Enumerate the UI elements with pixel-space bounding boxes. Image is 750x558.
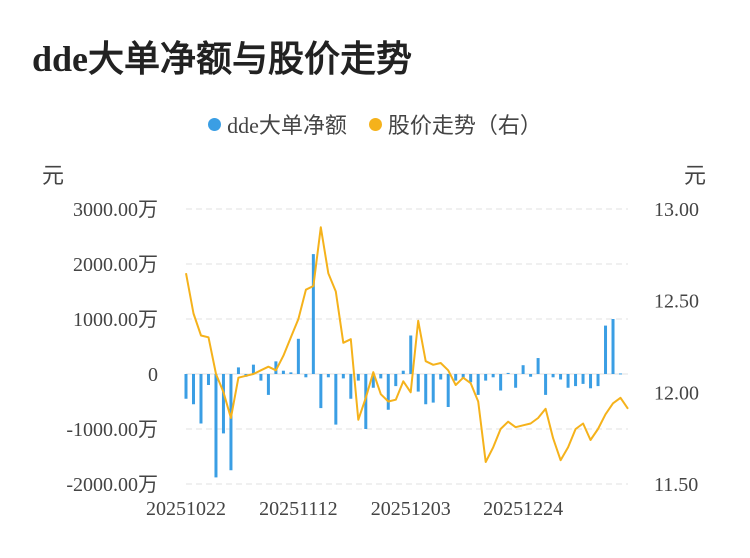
y-left-tick-label: -1000.00万 <box>66 419 158 441</box>
bar <box>319 374 323 409</box>
bar <box>604 325 608 374</box>
bar <box>544 374 548 395</box>
bar <box>439 374 443 380</box>
bar <box>356 374 360 381</box>
bar <box>499 374 503 391</box>
right-axis-unit: 元 <box>684 163 707 188</box>
bar <box>191 374 195 405</box>
bar <box>199 374 203 424</box>
bar <box>461 374 465 379</box>
bar <box>236 367 240 374</box>
bar <box>454 374 458 381</box>
legend: dde大单净额 股价走势（右） <box>0 108 750 140</box>
y-right-tick-label: 12.00 <box>654 382 699 404</box>
bar <box>424 374 428 405</box>
x-tick-label: 20251203 <box>371 498 451 520</box>
legend-label-dde: dde大单净额 <box>227 113 347 138</box>
bar <box>589 374 593 389</box>
bar <box>304 374 308 378</box>
bar <box>214 374 218 478</box>
bar <box>371 374 375 388</box>
bar <box>484 374 488 381</box>
y-left-tick-label: -2000.00万 <box>66 474 158 496</box>
legend-label-price: 股价走势（右） <box>387 113 542 138</box>
bar <box>409 335 413 374</box>
bar <box>619 373 623 375</box>
bar <box>559 374 563 380</box>
y-right-tick-label: 12.50 <box>654 291 699 313</box>
y-left-tick-label: 1000.00万 <box>73 309 158 331</box>
bar <box>574 374 578 387</box>
bar <box>536 358 540 374</box>
bar <box>394 374 398 387</box>
bar <box>551 374 555 378</box>
bar <box>184 374 188 399</box>
bar <box>229 374 233 471</box>
bar <box>416 374 420 392</box>
bar <box>274 361 278 374</box>
legend-item-dde[interactable]: dde大单净额 <box>208 108 347 140</box>
bar <box>491 374 495 378</box>
bar <box>566 374 570 388</box>
legend-dot-price <box>368 117 382 131</box>
price-line <box>185 226 629 463</box>
bar <box>476 374 480 395</box>
bar <box>431 374 435 403</box>
bar <box>446 374 450 407</box>
bar <box>334 374 338 425</box>
x-tick-label: 20251224 <box>483 498 563 520</box>
y-left-tick-label: 0 <box>148 364 158 386</box>
x-tick-label: 20251022 <box>146 498 226 520</box>
bar <box>364 374 368 429</box>
bar <box>296 338 300 374</box>
bar <box>386 374 390 410</box>
bar <box>506 372 510 374</box>
legend-dot-dde <box>208 117 222 131</box>
bar <box>514 374 518 388</box>
bar <box>221 374 225 434</box>
y-right-tick-label: 13.00 <box>654 199 699 221</box>
bar <box>251 364 255 374</box>
bar <box>206 374 210 385</box>
bar <box>529 374 533 377</box>
bar <box>349 374 353 399</box>
chart-title: dde大单净额与股价走势 <box>32 39 413 79</box>
bar <box>401 370 405 374</box>
bar <box>266 374 270 395</box>
bar <box>596 374 600 387</box>
bar <box>611 319 615 374</box>
y-left-tick-label: 2000.00万 <box>73 254 158 276</box>
bar <box>341 374 345 379</box>
bar <box>326 374 330 378</box>
bar <box>581 374 585 384</box>
y-right-tick-label: 11.50 <box>654 474 698 496</box>
bar <box>379 374 383 379</box>
bar <box>521 365 525 374</box>
bar <box>259 374 263 381</box>
legend-item-price[interactable]: 股价走势（右） <box>368 108 542 140</box>
left-axis-unit: 元 <box>42 163 65 188</box>
bar <box>281 370 285 374</box>
bar <box>289 372 293 374</box>
bar <box>311 254 315 374</box>
y-left-tick-label: 3000.00万 <box>73 199 158 221</box>
bar <box>469 374 473 383</box>
x-tick-label: 20251112 <box>259 498 338 520</box>
